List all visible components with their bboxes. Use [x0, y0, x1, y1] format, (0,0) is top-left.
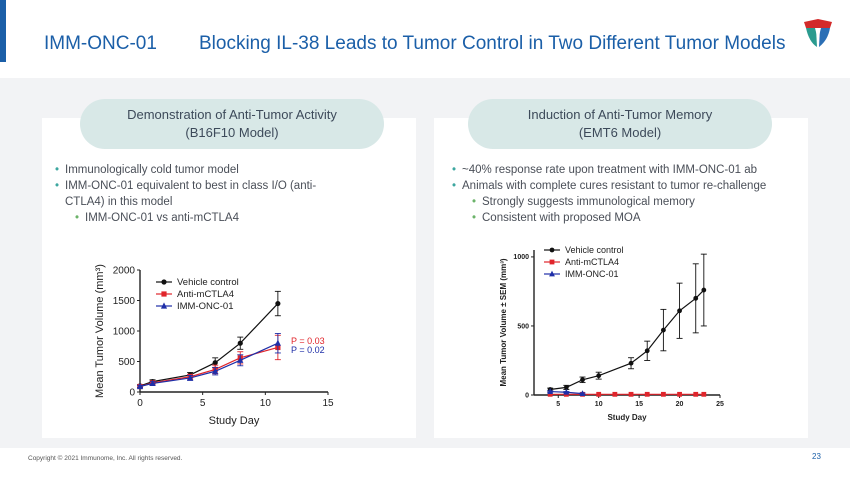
data-point	[187, 374, 194, 381]
x-tick-label: 5	[556, 401, 560, 408]
right-heading-line2: (EMT6 Model)	[578, 125, 662, 140]
y-axis-label: Mean Tumor Volume (mm³)	[94, 264, 106, 398]
y-axis-label: Mean Tumor Volume ± SEM (mm³)	[499, 258, 508, 386]
header-id: IMM-ONC-01	[44, 33, 157, 54]
data-point	[693, 391, 699, 397]
series-vehicle-control	[547, 253, 707, 392]
y-tick-label: 1000	[113, 326, 136, 337]
x-tick-label: 10	[595, 401, 603, 408]
copyright-notice: Copyright © 2021 Immunome, Inc. All righ…	[28, 455, 183, 462]
data-point	[274, 339, 281, 346]
y-tick-label: 1000	[513, 254, 529, 261]
data-point	[693, 295, 699, 301]
p-value-annotation: P = 0.02	[291, 345, 325, 355]
page-title: Blocking IL-38 Leads to Tumor Control in…	[199, 33, 786, 54]
x-axis-label: Study Day	[209, 415, 260, 427]
legend-marker	[160, 302, 168, 309]
y-tick-label: 0	[525, 392, 529, 399]
y-tick-label: 500	[118, 357, 135, 368]
data-point	[701, 287, 707, 293]
data-point	[677, 391, 682, 397]
data-point	[212, 367, 219, 374]
data-point	[237, 356, 244, 363]
y-tick-label: 2000	[113, 265, 136, 276]
data-point	[212, 360, 218, 366]
company-logo-icon	[804, 19, 832, 47]
legend-label: Anti-mCTLA4	[565, 257, 619, 267]
data-point	[547, 388, 554, 394]
data-point	[628, 360, 634, 366]
data-point	[628, 391, 634, 397]
data-point	[580, 377, 585, 383]
data-point	[644, 391, 650, 397]
legend-label: Vehicle control	[565, 245, 624, 255]
page-number: 23	[812, 452, 821, 461]
data-point	[237, 340, 243, 346]
p-value-annotation: P = 0.03	[291, 336, 325, 346]
x-tick-label: 15	[322, 398, 334, 409]
y-tick-label: 500	[517, 323, 529, 330]
data-point	[136, 382, 144, 390]
b16f10-tumor-volume-chart: 0 5 10 15 0 500 1000 1500 2000 Study Day Mean Tumo…	[94, 264, 334, 427]
x-axis-label: Study Day	[607, 413, 647, 422]
emt6-tumor-volume-chart: 5 10 15 20 25 0 500 1000 Study Day Mean Tumor Vol…	[499, 245, 724, 422]
data-point	[579, 390, 586, 397]
left-bullet-list: Immunologically cold tumor model IMM-ONC…	[55, 162, 355, 226]
y-tick-label: 1500	[113, 296, 136, 307]
right-panel-heading: Induction of Anti-Tumor Memory (EMT6 Mod…	[468, 99, 772, 149]
left-panel-heading: Demonstration of Anti-Tumor Activity (B1…	[80, 99, 384, 149]
data-point	[677, 308, 682, 314]
data-point	[701, 391, 707, 397]
legend-label: IMM-ONC-01	[565, 269, 619, 279]
data-point	[612, 391, 618, 397]
left-heading-line2: (B16F10 Model)	[185, 125, 279, 140]
sub-bullet-item: Consistent with proposed MOA	[452, 210, 792, 226]
data-point	[644, 348, 650, 354]
x-tick-label: 10	[260, 398, 272, 409]
bullet-item: Animals with complete cures resistant to…	[452, 178, 792, 194]
sub-bullet-item: IMM-ONC-01 vs anti-mCTLA4	[55, 210, 355, 226]
y-tick-label: 0	[129, 387, 135, 398]
data-point	[149, 379, 156, 387]
sub-bullet-item: Strongly suggests immunological memory	[452, 194, 792, 210]
right-heading-line1: Induction of Anti-Tumor Memory	[527, 107, 713, 122]
left-heading-line1: Demonstration of Anti-Tumor Activity	[127, 107, 337, 122]
series-imm-onc-01	[547, 388, 586, 397]
legend-marker	[161, 291, 167, 297]
legend-marker	[549, 270, 555, 277]
legend-marker	[161, 279, 167, 285]
data-point	[275, 300, 281, 307]
legend-label: Anti-mCTLA4	[177, 289, 234, 300]
legend-label: IMM-ONC-01	[177, 301, 233, 312]
data-point	[563, 385, 569, 390]
series-line	[550, 289, 705, 391]
series-imm-onc-01	[136, 332, 281, 390]
header-accent-bar	[0, 0, 6, 62]
x-tick-label: 5	[200, 398, 206, 409]
right-bullet-list: ~40% response rate upon treatment with I…	[452, 162, 792, 226]
bullet-item: ~40% response rate upon treatment with I…	[452, 162, 792, 178]
data-point	[596, 391, 602, 397]
legend-marker	[549, 259, 555, 265]
x-tick-label: 25	[716, 401, 724, 408]
legend-marker	[549, 247, 555, 253]
series-line	[139, 342, 279, 388]
data-point	[660, 327, 666, 333]
bullet-item: Immunologically cold tumor model	[55, 162, 355, 178]
data-point	[547, 391, 553, 397]
x-tick-label: 20	[676, 401, 684, 408]
data-point	[660, 391, 666, 397]
data-point	[563, 388, 570, 395]
data-point	[596, 373, 602, 379]
x-tick-label: 0	[137, 398, 143, 409]
bullet-item: IMM-ONC-01 equivalent to best in class I…	[55, 178, 355, 210]
x-tick-label: 15	[635, 401, 643, 408]
legend-label: Vehicle control	[177, 277, 239, 288]
